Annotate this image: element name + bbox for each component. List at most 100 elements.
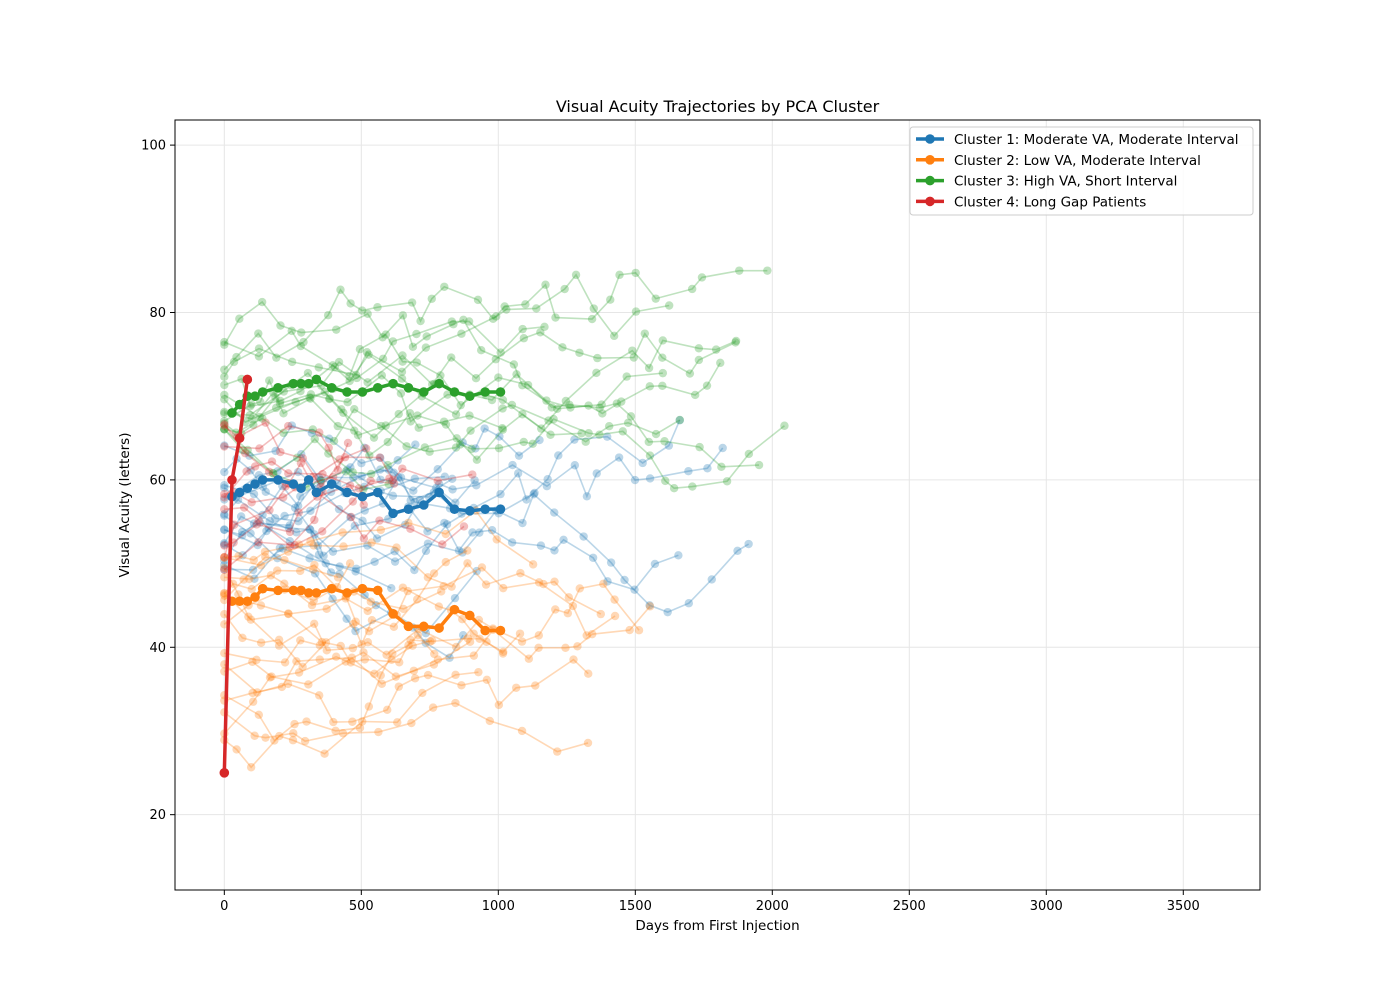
patient-visit-point <box>595 430 604 439</box>
patient-visit-point <box>255 444 264 453</box>
patient-visit-point <box>296 387 305 396</box>
patient-visit-point <box>360 506 369 515</box>
patient-visit-point <box>369 433 379 442</box>
patient-visit-point <box>550 546 559 555</box>
patient-visit-point <box>220 510 229 519</box>
patient-trajectory <box>220 454 683 594</box>
patient-visit-point <box>430 649 439 659</box>
patient-visit-point <box>663 607 672 617</box>
patient-visit-point <box>389 479 399 488</box>
patient-visit-point <box>463 634 473 643</box>
patient-visit-point <box>270 736 279 745</box>
patient-visit-point <box>436 371 445 380</box>
patient-visit-point <box>534 578 544 587</box>
patient-visit-point <box>404 518 413 528</box>
patient-visit-point <box>357 306 367 315</box>
patient-visit-point <box>396 473 406 482</box>
patient-visit-point <box>387 583 396 593</box>
data-point <box>480 504 490 514</box>
patient-visit-point <box>220 365 229 374</box>
patient-visit-point <box>220 573 229 582</box>
patient-visit-point <box>404 641 413 650</box>
patient-visit-point <box>294 668 304 677</box>
legend-marker <box>925 175 935 186</box>
patient-visit-point <box>528 560 538 569</box>
patient-trajectory <box>220 609 331 672</box>
patient-visit-point <box>423 539 433 548</box>
patient-trajectory-line <box>223 567 640 656</box>
patient-visit-point <box>541 280 550 289</box>
patient-visit-point <box>265 505 274 515</box>
patient-visit-point <box>220 340 229 349</box>
patient-visit-point <box>238 445 247 455</box>
patient-visit-point <box>237 527 247 537</box>
patient-visit-point <box>447 474 457 484</box>
patient-visit-point <box>488 314 498 324</box>
patient-visit-point <box>623 418 633 428</box>
patient-trajectory-line <box>223 590 442 621</box>
patient-visit-point <box>265 376 274 385</box>
patient-visit-point <box>247 498 256 507</box>
x-tick-label: 3500 <box>1167 899 1200 914</box>
patient-visit-point <box>459 522 469 531</box>
legend-marker <box>925 196 935 207</box>
patient-visit-point <box>536 328 545 337</box>
patient-visit-point <box>382 650 391 660</box>
patient-visit-point <box>485 716 495 726</box>
patient-visit-point <box>271 393 280 402</box>
patient-visit-point <box>246 615 256 624</box>
series-line <box>222 379 250 773</box>
data-point <box>303 588 314 598</box>
patient-trajectory-line <box>224 605 651 702</box>
data-point <box>495 625 506 636</box>
patient-trajectory <box>220 591 525 667</box>
legend-label: Cluster 4: Long Gap Patients <box>954 194 1146 210</box>
data-point <box>227 408 237 418</box>
patient-visit-point <box>452 642 461 652</box>
patient-visit-point <box>296 458 306 468</box>
patient-visit-point <box>350 426 359 435</box>
patient-visit-point <box>410 674 420 683</box>
patient-visit-point <box>441 529 450 539</box>
patient-visit-point <box>278 493 288 502</box>
patient-visit-point <box>536 541 546 550</box>
series-cluster-4 <box>219 374 253 778</box>
patient-visit-point <box>744 539 753 549</box>
patient-visit-point <box>407 718 416 728</box>
patient-visit-point <box>289 729 298 738</box>
patient-visit-point <box>271 514 280 523</box>
patient-visit-point <box>305 524 314 534</box>
patient-trajectory-line <box>223 492 750 613</box>
data-point <box>326 479 337 489</box>
patient-visit-point <box>425 447 434 456</box>
patient-visit-point <box>664 301 674 310</box>
patient-visit-point <box>428 703 438 712</box>
patient-visit-point <box>343 398 352 407</box>
patient-visit-point <box>498 404 507 413</box>
x-tick-label: 2500 <box>893 899 926 914</box>
patient-visit-point <box>220 511 229 520</box>
patient-visit-point <box>606 295 615 304</box>
patient-visit-point <box>375 453 385 462</box>
patient-visit-point <box>307 600 317 610</box>
patient-visit-point <box>474 667 483 677</box>
patient-visit-point <box>433 465 442 474</box>
patient-visit-point <box>429 569 439 578</box>
patient-visit-point <box>352 564 361 573</box>
patient-visit-point <box>433 655 443 664</box>
patient-visit-point <box>276 447 285 457</box>
patient-visit-point <box>581 437 590 446</box>
data-point <box>342 588 352 598</box>
patient-visit-point <box>290 503 300 513</box>
patient-visit-point <box>376 453 385 463</box>
patient-visit-point <box>345 481 355 490</box>
patient-visit-point <box>254 352 264 361</box>
patient-visit-point <box>389 622 399 632</box>
patient-visit-point <box>463 559 472 568</box>
patient-visit-point <box>292 528 301 537</box>
patient-visit-point <box>335 455 344 464</box>
data-point <box>403 621 414 632</box>
patient-visit-point <box>243 445 252 455</box>
data-point <box>257 583 268 594</box>
patient-visit-point <box>409 486 418 495</box>
